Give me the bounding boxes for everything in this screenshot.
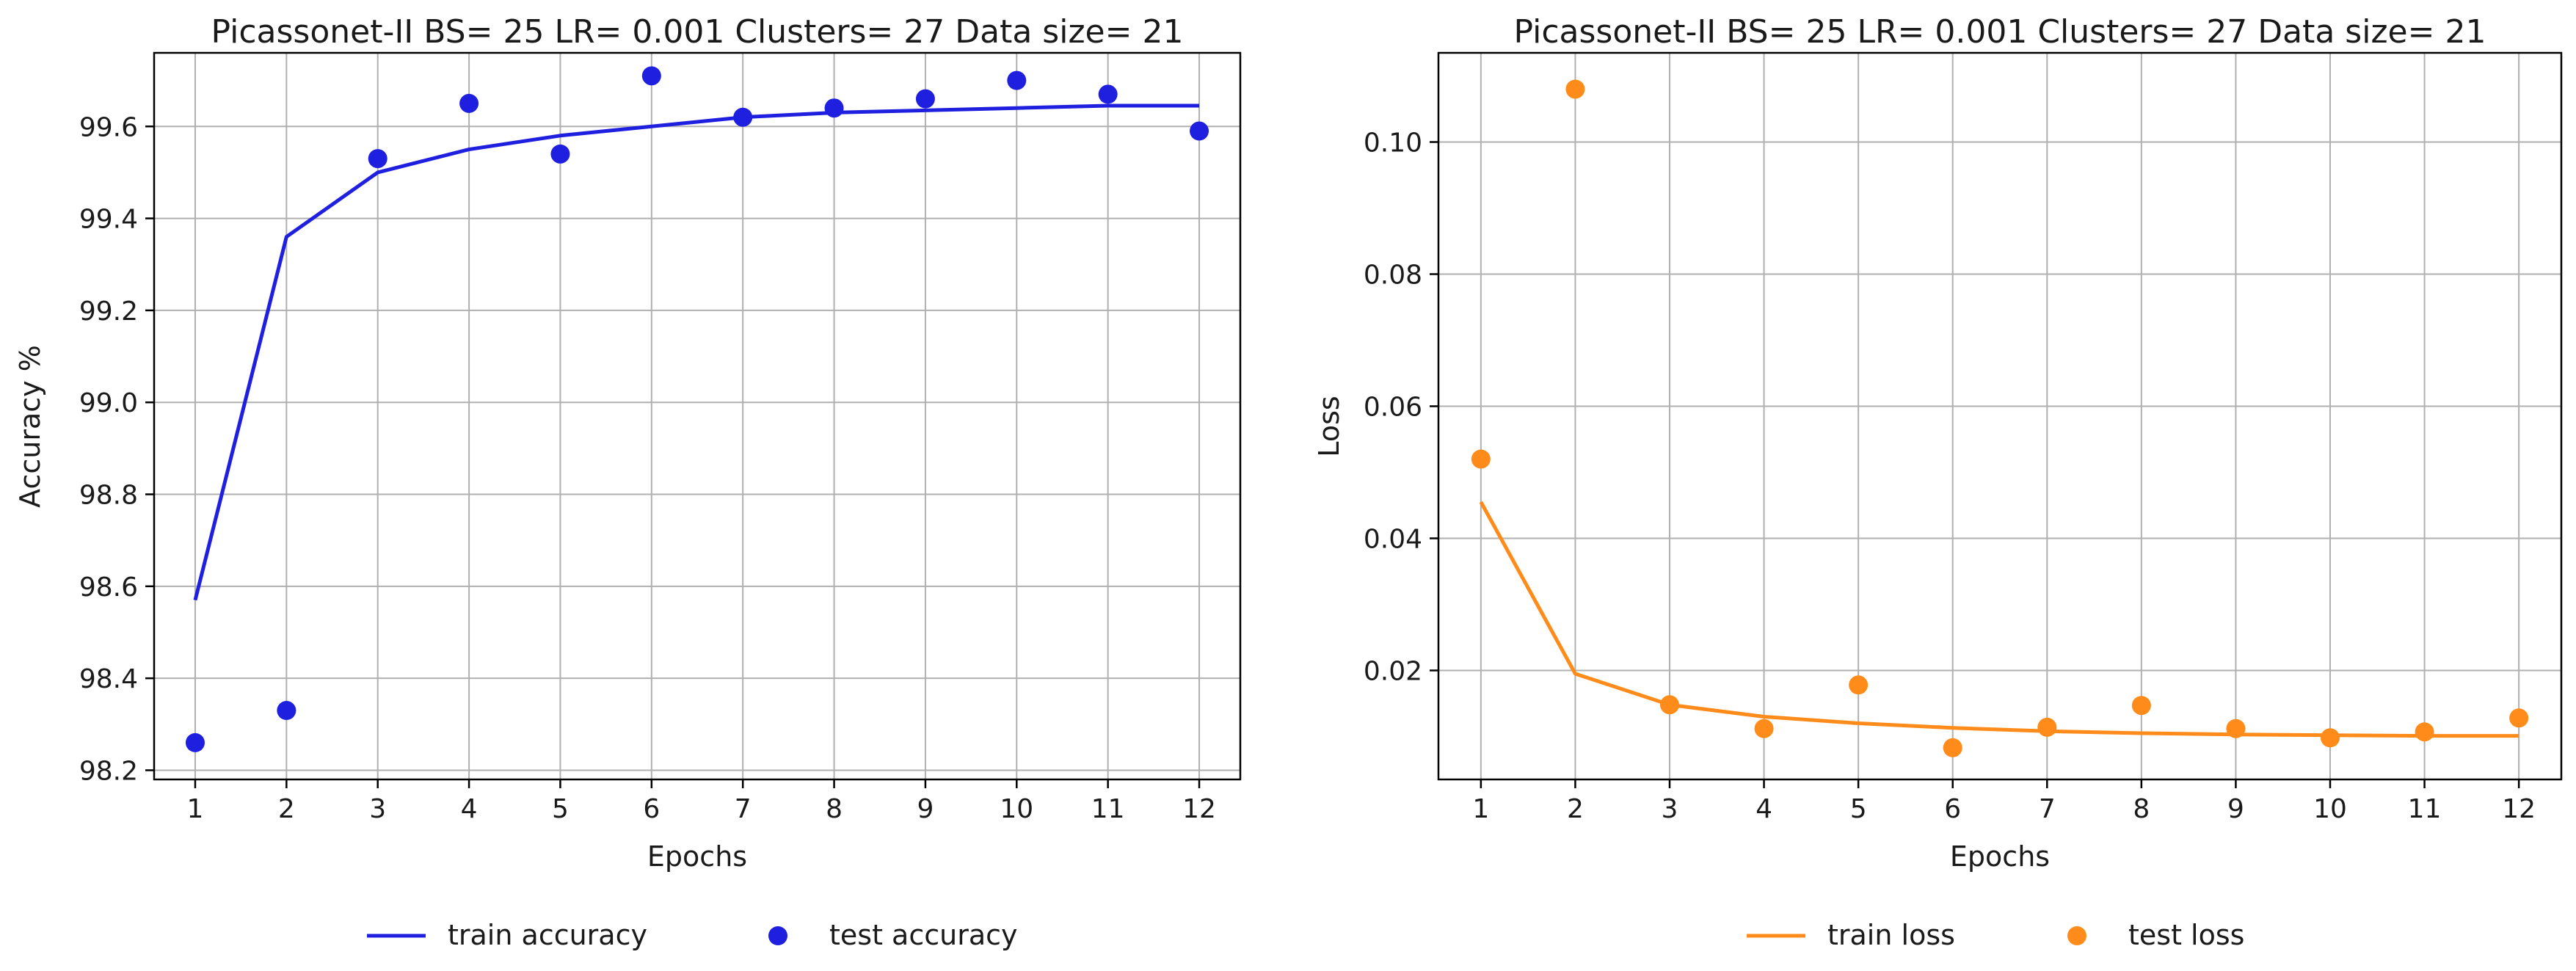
x-tick-label: 2 xyxy=(1567,794,1584,824)
x-tick-label: 11 xyxy=(1091,794,1125,824)
x-tick-label: 9 xyxy=(2227,794,2244,824)
data-point-test-accuracy xyxy=(277,701,296,721)
plot-frame xyxy=(153,51,1242,781)
x-tick-label: 1 xyxy=(187,794,204,824)
x-tick-label: 6 xyxy=(643,794,660,824)
y-tick-label: 98.2 xyxy=(79,756,138,786)
x-tick-label: 7 xyxy=(2039,794,2056,824)
data-point-test-loss xyxy=(1849,675,1869,695)
data-point-test-accuracy xyxy=(1098,84,1118,104)
plot-frame xyxy=(1437,51,2563,781)
legend-label: train loss xyxy=(1827,919,1955,951)
legend-dot-swatch xyxy=(768,926,787,945)
y-tick-label: 98.8 xyxy=(79,481,138,511)
data-point-test-accuracy xyxy=(1007,70,1027,90)
x-tick-label: 11 xyxy=(2408,794,2442,824)
data-point-test-loss xyxy=(1754,719,1774,738)
data-point-test-loss xyxy=(1943,738,1962,757)
data-point-test-loss xyxy=(2037,717,2057,737)
x-tick-label: 1 xyxy=(1472,794,1489,824)
chart-title: Picassonet-II BS= 25 LR= 0.001 Clusters=… xyxy=(211,13,1184,51)
data-point-test-loss xyxy=(2415,722,2434,742)
x-tick-label: 8 xyxy=(826,794,843,824)
y-tick-label: 0.04 xyxy=(1364,525,1422,555)
y-axis-label: Accuracy % xyxy=(14,345,46,508)
data-point-test-loss xyxy=(1660,695,1679,715)
y-tick-label: 0.06 xyxy=(1364,393,1422,423)
x-tick-label: 5 xyxy=(552,794,569,824)
legend-label: test loss xyxy=(2128,919,2244,951)
x-tick-label: 8 xyxy=(2133,794,2150,824)
x-tick-label: 6 xyxy=(1944,794,1961,824)
data-point-test-accuracy xyxy=(915,89,935,109)
data-point-test-accuracy xyxy=(550,144,570,164)
data-point-test-accuracy xyxy=(368,149,388,169)
data-point-test-accuracy xyxy=(824,98,844,118)
data-point-test-loss xyxy=(2131,696,2151,716)
x-tick-label: 12 xyxy=(2502,794,2536,824)
x-tick-label: 9 xyxy=(917,794,934,824)
data-point-test-accuracy xyxy=(459,93,479,113)
x-tick-label: 4 xyxy=(461,794,478,824)
y-tick-label: 0.08 xyxy=(1364,261,1422,291)
y-axis-label: Loss xyxy=(1313,396,1345,457)
series-line-train-accuracy xyxy=(193,103,1200,601)
x-tick-label: 3 xyxy=(1662,794,1678,824)
y-tick-label: 99.2 xyxy=(79,297,138,327)
x-tick-label: 4 xyxy=(1755,794,1772,824)
data-point-test-loss xyxy=(2321,728,2340,748)
x-tick-label: 3 xyxy=(369,794,386,824)
y-tick-label: 98.4 xyxy=(79,664,138,694)
data-point-test-loss xyxy=(2226,719,2246,738)
y-tick-label: 99.4 xyxy=(79,205,138,235)
series-line-train-loss xyxy=(1479,501,2519,738)
y-tick-label: 98.6 xyxy=(79,572,138,603)
chart-title: Picassonet-II BS= 25 LR= 0.001 Clusters=… xyxy=(1514,13,2486,51)
y-tick-label: 0.10 xyxy=(1364,128,1422,159)
x-tick-label: 5 xyxy=(1850,794,1867,824)
chart-panel-2: 1 2 3 4 5 6 7 8 9 10 11 120.020.040.060.080.10Picas… xyxy=(1313,13,2563,951)
data-point-test-loss xyxy=(2509,708,2529,728)
legend: train loss test loss xyxy=(1747,919,2244,951)
x-tick-label: 7 xyxy=(735,794,752,824)
y-tick-label: 0.02 xyxy=(1364,657,1422,687)
x-tick-label: 2 xyxy=(278,794,295,824)
chart-panel-1: 1 2 3 4 5 6 7 8 9 10 11 1298.298.498.698.899.099.29… xyxy=(14,13,1242,951)
data-point-test-loss xyxy=(1471,449,1491,469)
data-point-test-loss xyxy=(1565,79,1585,99)
legend-dot-swatch xyxy=(2067,926,2086,945)
data-point-test-accuracy xyxy=(641,66,661,86)
legend-label: train accuracy xyxy=(448,919,647,951)
legend-label: test accuracy xyxy=(829,919,1018,951)
x-tick-label: 10 xyxy=(2313,794,2347,824)
x-axis-label: Epochs xyxy=(647,840,747,873)
x-axis-label: Epochs xyxy=(1950,840,2050,873)
y-tick-label: 99.0 xyxy=(79,388,138,418)
x-tick-label: 10 xyxy=(1000,794,1033,824)
data-point-test-accuracy xyxy=(733,107,753,127)
legend: train accuracy test accuracy xyxy=(367,919,1018,951)
y-tick-label: 99.6 xyxy=(79,112,138,142)
data-point-test-accuracy xyxy=(185,732,205,752)
data-point-test-accuracy xyxy=(1190,121,1209,141)
x-tick-label: 12 xyxy=(1182,794,1216,824)
